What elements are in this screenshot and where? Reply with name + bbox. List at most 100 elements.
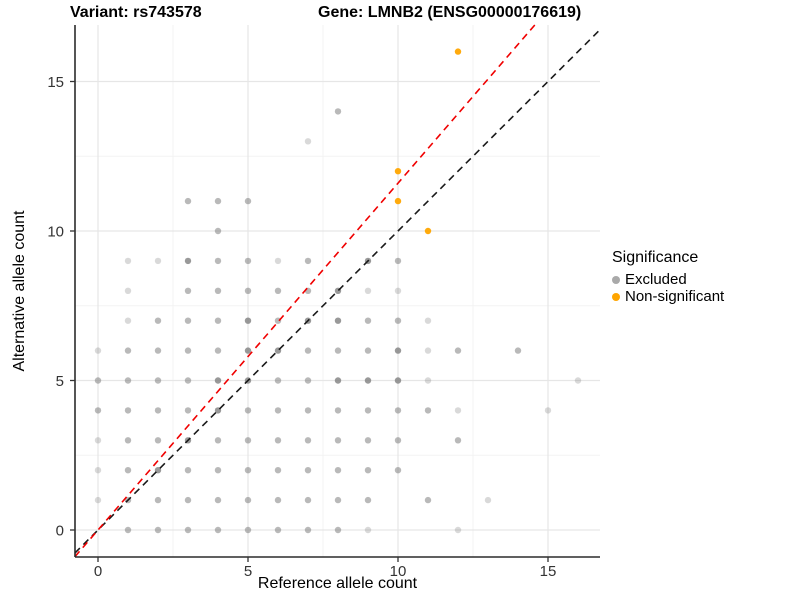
y-tick-label: 15: [47, 74, 64, 91]
data-point-excluded: [124, 407, 132, 414]
data-point-excluded: [364, 287, 372, 294]
x-tick-label: 15: [540, 563, 557, 580]
data-point-excluded: [154, 347, 162, 354]
data-point-excluded: [484, 496, 492, 504]
data-point-excluded: [154, 496, 162, 504]
data-point-excluded: [574, 377, 582, 384]
data-point-excluded: [184, 526, 192, 534]
legend: Significance Excluded Non-significant: [612, 249, 798, 305]
excluded-dot-icon: [612, 275, 620, 284]
data-point-excluded: [244, 317, 252, 324]
data-point-excluded: [184, 197, 192, 205]
y-tick-label: 10: [47, 224, 64, 241]
data-point-excluded: [364, 496, 372, 504]
data-point-excluded: [274, 257, 282, 265]
data-point-excluded: [184, 347, 192, 354]
data-point-excluded: [364, 526, 372, 534]
data-point-excluded: [124, 526, 132, 534]
data-point-excluded: [214, 377, 222, 384]
legend-item-excluded: Excluded: [612, 271, 798, 288]
data-point-excluded: [544, 407, 552, 414]
data-point-excluded: [304, 407, 312, 414]
data-point-excluded: [214, 287, 222, 294]
data-point-excluded: [214, 197, 222, 205]
data-point-excluded: [94, 407, 102, 414]
data-point-excluded: [304, 138, 312, 145]
data-point-excluded: [454, 526, 462, 534]
data-point-excluded: [454, 347, 462, 354]
data-point-excluded: [274, 437, 282, 444]
data-point-excluded: [394, 407, 402, 414]
data-point-excluded: [364, 377, 372, 384]
plot-title-variant: Variant: rs743578: [70, 4, 202, 21]
data-point-excluded: [124, 377, 132, 384]
data-point-excluded: [334, 496, 342, 504]
data-point-excluded: [424, 407, 432, 414]
data-point-excluded: [274, 496, 282, 504]
data-point-excluded: [184, 317, 192, 324]
data-point-excluded: [214, 227, 222, 235]
data-point-excluded: [124, 257, 132, 265]
data-point-excluded: [424, 496, 432, 504]
data-point-excluded: [274, 407, 282, 414]
data-point-excluded: [94, 467, 102, 474]
data-point-excluded: [94, 437, 102, 444]
data-point-excluded: [394, 347, 402, 354]
legend-label-non-significant: Non-significant: [625, 288, 725, 305]
legend-label-excluded: Excluded: [625, 271, 687, 288]
data-point-excluded: [394, 317, 402, 324]
data-point-excluded: [424, 377, 432, 384]
data-point-excluded: [244, 496, 252, 504]
data-point-excluded: [274, 377, 282, 384]
data-point-excluded: [334, 407, 342, 414]
data-point-excluded: [214, 496, 222, 504]
data-point-excluded: [394, 467, 402, 474]
data-point-excluded: [154, 257, 162, 265]
data-point-excluded: [214, 257, 222, 265]
data-point-excluded: [244, 467, 252, 474]
data-point-excluded: [334, 467, 342, 474]
y-axis-title: Alternative allele count: [11, 210, 28, 372]
data-point-excluded: [274, 287, 282, 294]
data-point-excluded: [334, 437, 342, 444]
data-point-excluded: [244, 437, 252, 444]
data-point-excluded: [244, 407, 252, 414]
data-point-excluded: [304, 377, 312, 384]
data-point-excluded: [334, 317, 342, 324]
data-point-excluded: [304, 467, 312, 474]
data-point-excluded: [394, 287, 402, 294]
data-point-excluded: [334, 377, 342, 384]
x-tick-label: 5: [244, 563, 252, 580]
data-point-excluded: [454, 437, 462, 444]
data-point-excluded: [364, 347, 372, 354]
x-axis-title: Reference allele count: [257, 575, 418, 592]
y-tick-label: 5: [56, 373, 64, 390]
data-point-excluded: [514, 347, 522, 354]
data-point-excluded: [364, 317, 372, 324]
data-point-excluded: [124, 317, 132, 324]
data-point-excluded: [334, 108, 342, 115]
data-point-excluded: [424, 347, 432, 354]
data-point-excluded: [244, 287, 252, 294]
data-point-excluded: [184, 407, 192, 414]
data-point-non-significant: [424, 227, 432, 235]
data-point-excluded: [94, 377, 102, 384]
y-tick-label: 0: [56, 523, 64, 540]
data-point-excluded: [184, 377, 192, 384]
data-point-excluded: [184, 257, 192, 265]
data-point-excluded: [184, 287, 192, 294]
data-point-excluded: [214, 467, 222, 474]
data-point-excluded: [304, 437, 312, 444]
non-significant-dot-icon: [612, 292, 620, 301]
data-point-excluded: [304, 257, 312, 265]
data-point-excluded: [394, 377, 402, 384]
abline-identity: [74, 29, 601, 554]
data-point-excluded: [394, 257, 402, 265]
data-point-excluded: [184, 467, 192, 474]
data-point-excluded: [124, 437, 132, 444]
data-point-excluded: [274, 526, 282, 534]
data-point-excluded: [154, 407, 162, 414]
legend-item-non-significant: Non-significant: [612, 288, 798, 305]
data-point-excluded: [304, 496, 312, 504]
